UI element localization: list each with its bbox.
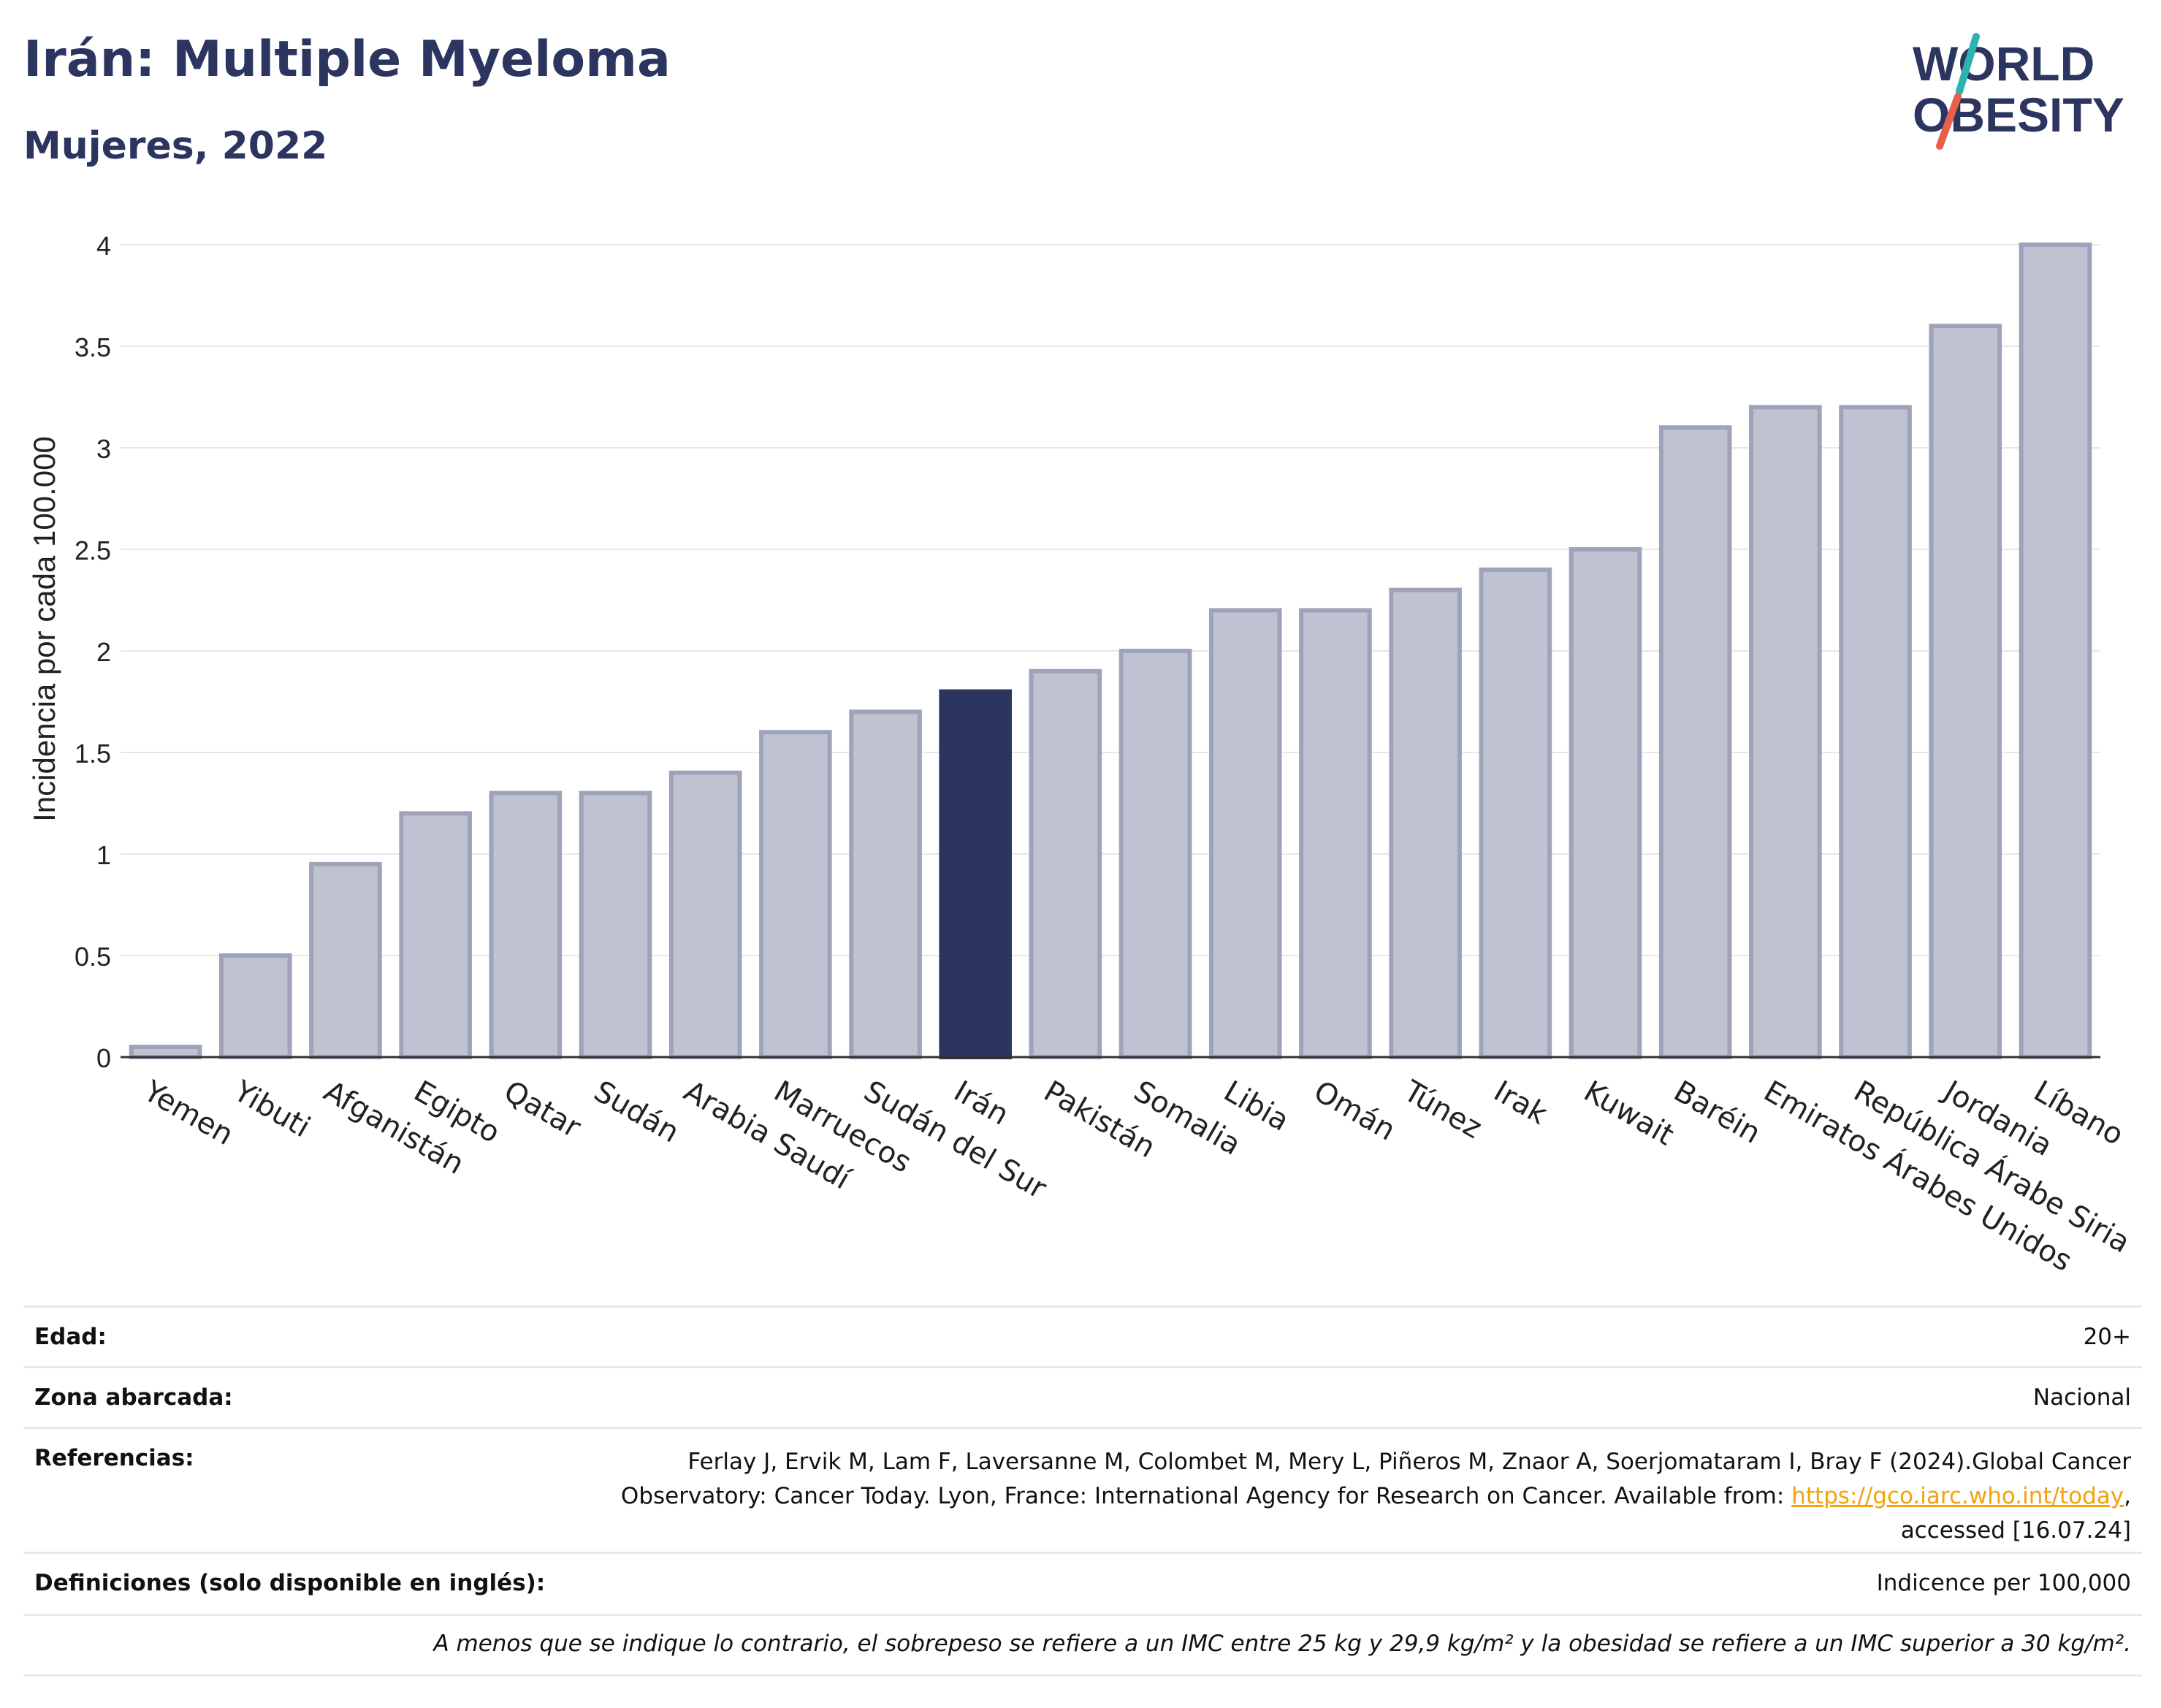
logo-slash-teal	[1956, 33, 1980, 95]
x-tick-label: Túnez	[1398, 1074, 1487, 1145]
x-tick-label: Baréin	[1668, 1075, 1766, 1151]
footnote: A menos que se indique lo contrario, el …	[23, 1614, 2142, 1677]
bar	[1208, 608, 1282, 1059]
bar	[1929, 324, 2002, 1059]
bar	[1839, 405, 1912, 1059]
references-label: Referencias:	[34, 1445, 194, 1471]
x-tick-label: Kuwait	[1578, 1075, 1680, 1153]
references-value: Ferlay J, Ervik M, Lam F, Laversanne M, …	[621, 1445, 2131, 1548]
bar	[1749, 405, 1822, 1059]
bars	[129, 243, 2092, 1060]
y-tick-label: 3.5	[75, 332, 111, 362]
bar	[1479, 567, 1552, 1059]
world-obesity-logo: WORLD OBESITY	[1913, 33, 2124, 150]
info-row-age: Edad: 20+	[23, 1305, 2142, 1366]
y-tick-label: 2.5	[75, 535, 111, 565]
y-tick-label: 1.5	[75, 739, 111, 769]
info-table: Edad: 20+ Zona abarcada: Nacional Refere…	[23, 1305, 2142, 1677]
age-label: Edad:	[34, 1324, 107, 1350]
y-tick-label: 0	[96, 1043, 111, 1073]
bar	[579, 790, 652, 1059]
bar	[489, 790, 563, 1059]
area-value: Nacional	[2032, 1384, 2131, 1411]
references-line-3: accessed [16.07.24]	[1900, 1517, 2131, 1544]
y-tick-label: 2	[96, 637, 111, 667]
bar	[1299, 608, 1372, 1059]
y-axis-ticks: 0 0.5 1 1.5 2 2.5 3 3.5 4	[75, 231, 111, 1073]
y-tick-label: 0.5	[75, 942, 111, 972]
info-row-definitions: Definiciones (solo disponible en inglés)…	[23, 1552, 2142, 1614]
page-title: Irán: Multiple Myeloma	[23, 31, 671, 88]
bar	[1118, 649, 1192, 1059]
y-tick-label: 4	[96, 231, 111, 261]
definitions-label: Definiciones (solo disponible en inglés)…	[34, 1570, 546, 1596]
info-row-area: Zona abarcada: Nacional	[23, 1366, 2142, 1427]
bar	[1658, 425, 1732, 1059]
bar	[668, 770, 742, 1060]
references-line-2: Observatory: Cancer Today. Lyon, France:…	[621, 1479, 2131, 1514]
x-tick-label: Qatar	[498, 1075, 587, 1145]
x-tick-label: Sudán	[588, 1075, 685, 1150]
references-line-2-end: ,	[2124, 1483, 2131, 1509]
logo-text-world: WORLD	[1913, 37, 2095, 91]
y-axis-label: Incidencia por cada 100.000	[27, 436, 61, 822]
x-tick-label: Omán	[1308, 1075, 1401, 1148]
definitions-value: Indicence per 100,000	[1876, 1570, 2131, 1596]
x-tick-label: Yibuti	[228, 1074, 316, 1144]
page-subtitle: Mujeres, 2022	[23, 124, 328, 168]
y-tick-label: 3	[96, 434, 111, 464]
references-line-1: Ferlay J, Ervik M, Lam F, Laversanne M, …	[687, 1449, 2131, 1475]
bar	[309, 861, 382, 1060]
info-row-references: Referencias: Ferlay J, Ervik M, Lam F, L…	[23, 1427, 2142, 1552]
bar	[1569, 547, 1642, 1059]
bar	[218, 953, 292, 1059]
x-tick-label: Irak	[1488, 1075, 1553, 1132]
bar	[1029, 668, 1102, 1059]
references-link[interactable]: https://gco.iarc.who.int/today	[1791, 1483, 2124, 1509]
footnote-text: A menos que se indique lo contrario, el …	[433, 1631, 2131, 1657]
bar	[129, 1045, 202, 1059]
bar	[399, 811, 472, 1060]
y-tick-label: 1	[96, 840, 111, 870]
bar	[2019, 243, 2092, 1059]
bar	[849, 709, 922, 1060]
x-tick-label: Yemen	[137, 1074, 239, 1152]
bar	[1389, 587, 1462, 1059]
age-value: 20+	[2083, 1324, 2131, 1350]
logo-slash-red	[1936, 93, 1962, 150]
references-line-2-text: Observatory: Cancer Today. Lyon, France:…	[620, 1483, 1792, 1509]
bar	[759, 730, 832, 1059]
area-label: Zona abarcada:	[34, 1384, 233, 1411]
bar	[939, 689, 1013, 1059]
